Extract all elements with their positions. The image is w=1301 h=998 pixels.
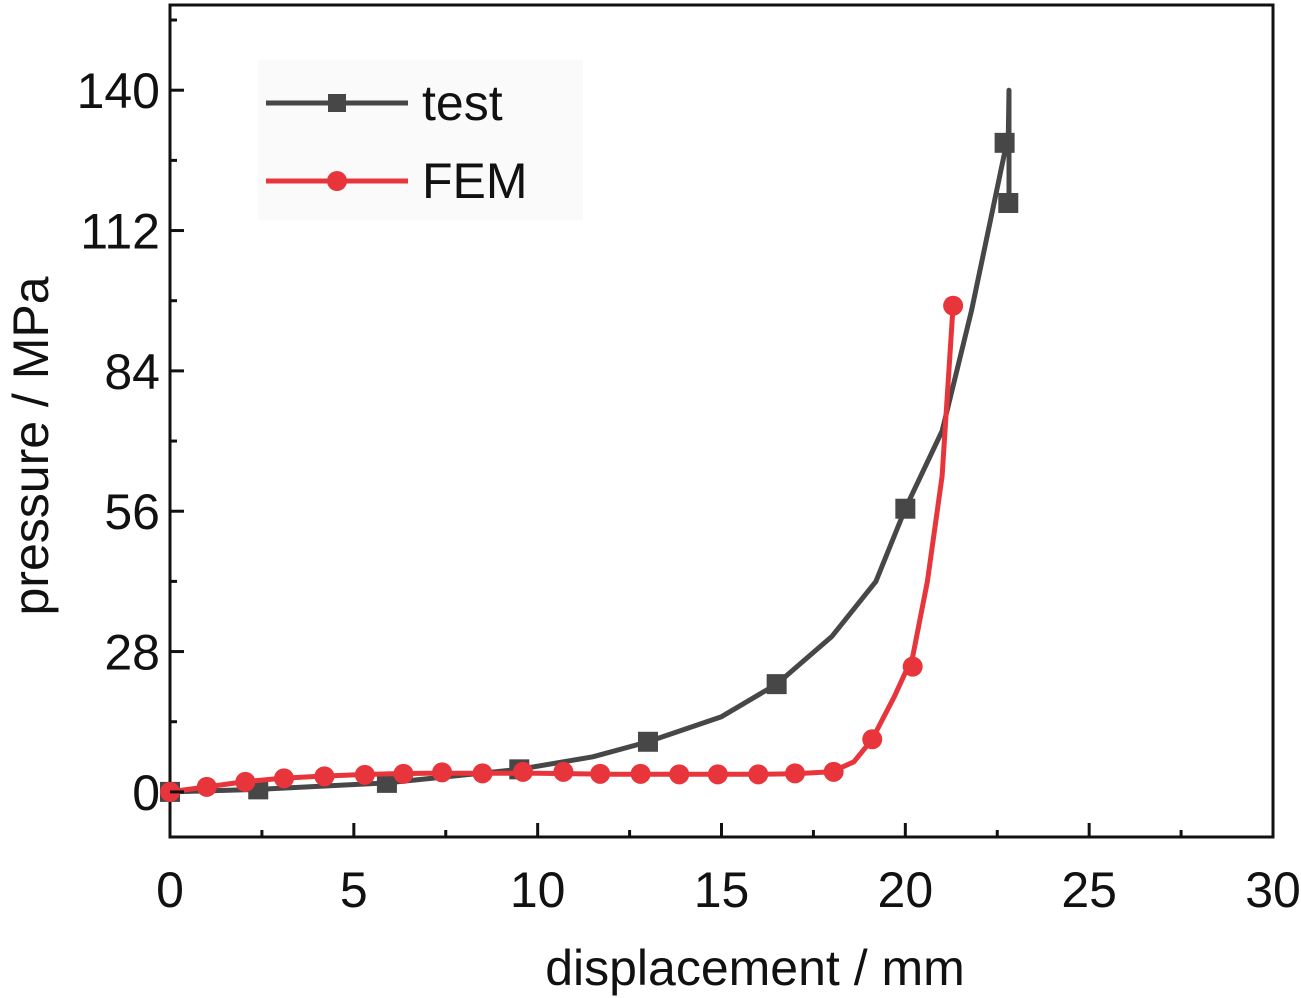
data-point-fem: [553, 761, 574, 782]
series-group: [160, 87, 1019, 802]
legend: test FEM: [258, 60, 583, 220]
data-point-fem: [902, 656, 923, 677]
y-tick-label: 0: [132, 765, 160, 821]
data-point-test: [994, 132, 1015, 153]
x-tick-label: 15: [694, 862, 750, 918]
data-point-fem: [273, 768, 294, 789]
data-point-test: [376, 772, 397, 793]
data-point-fem: [354, 764, 375, 785]
data-point-fem: [748, 764, 769, 785]
x-tick-label: 25: [1061, 862, 1117, 918]
y-tick-label: 84: [104, 344, 160, 400]
y-tick-label: 28: [104, 625, 160, 681]
data-point-test: [637, 731, 658, 752]
data-point-fem: [512, 761, 533, 782]
data-point-fem: [235, 771, 256, 792]
data-point-fem: [862, 729, 883, 750]
data-point-fem: [823, 761, 844, 782]
legend-marker-fem: [327, 171, 347, 191]
data-point-fem: [785, 763, 806, 784]
data-point-fem: [669, 764, 690, 785]
data-point-fem: [590, 763, 611, 784]
x-tick-label: 5: [340, 862, 368, 918]
x-tick-label: 10: [510, 862, 566, 918]
data-point-fem: [472, 763, 493, 784]
y-tick-label: 112: [80, 204, 160, 260]
data-point-test: [998, 192, 1019, 213]
data-point-fem: [943, 295, 964, 316]
x-tick-label: 0: [156, 862, 184, 918]
tick-group: 0 5 10 15 20 25 30 0 28 56 84 112 140: [77, 18, 1301, 918]
legend-marker-test: [328, 94, 346, 112]
data-point-fem: [630, 763, 651, 784]
x-tick-label: 30: [1245, 862, 1301, 918]
legend-label-test: test: [422, 75, 503, 131]
data-point-fem: [393, 763, 414, 784]
data-point-fem: [196, 776, 217, 797]
y-tick-label: 140: [77, 63, 160, 119]
data-point-test: [766, 674, 787, 695]
y-axis-title: pressure / MPa: [3, 276, 59, 615]
legend-label-fem: FEM: [422, 153, 528, 209]
x-tick-label: 20: [878, 862, 934, 918]
data-point-fem: [707, 764, 728, 785]
series-line-fem: [167, 303, 956, 795]
data-point-fem: [314, 766, 335, 787]
x-axis-title: displacement / mm: [545, 940, 965, 996]
data-point-fem: [432, 762, 453, 783]
legend-box: [258, 60, 583, 220]
y-tick-label: 56: [104, 484, 160, 540]
data-point-test: [895, 498, 916, 519]
